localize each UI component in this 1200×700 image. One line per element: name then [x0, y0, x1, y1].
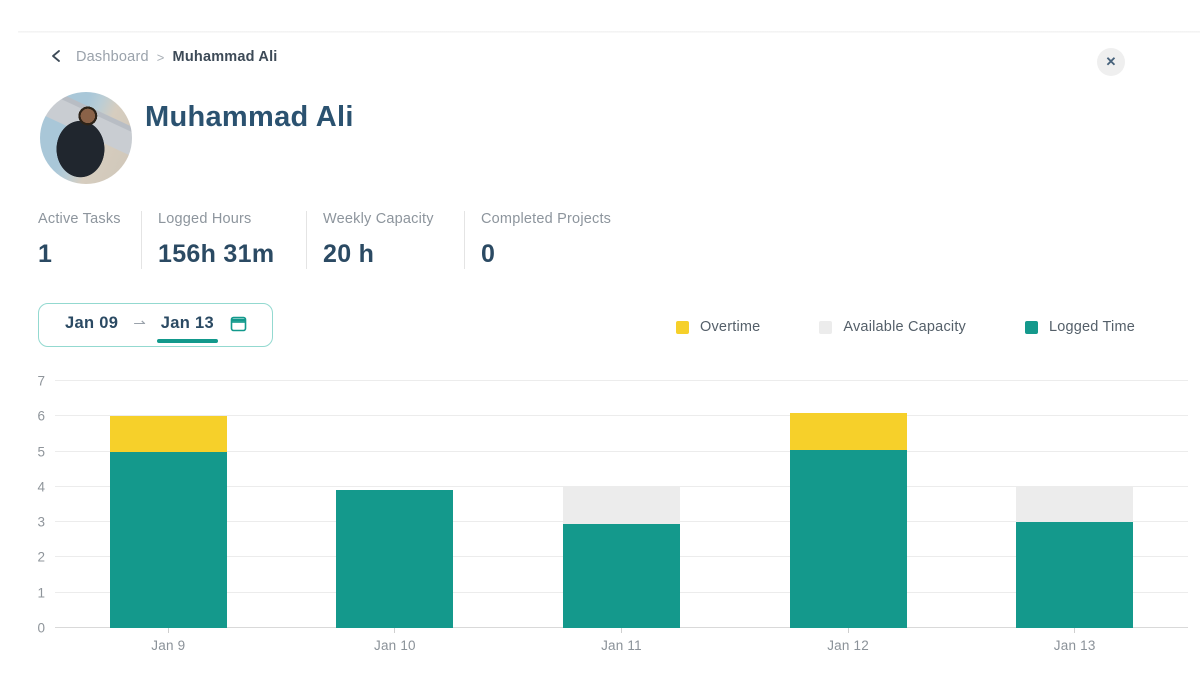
chart-x-axis: Jan 9 Jan 10 Jan 11 Jan 12 Jan 13: [55, 628, 1188, 653]
bar-segment-overtime: [789, 412, 907, 450]
stat-completed-projects: Completed Projects 0: [464, 211, 627, 269]
x-axis-tick: [620, 628, 622, 633]
bar-segment-logged-time: [109, 451, 227, 628]
stat-active-tasks: Active Tasks 1: [38, 211, 141, 269]
bar-column: [55, 381, 282, 628]
gridline: [55, 415, 1188, 417]
chart-grid: 0 1 2 3 4 5 6 7: [37, 374, 1188, 636]
close-button[interactable]: ✕: [1097, 48, 1125, 76]
x-axis-label-col: Jan 13: [961, 628, 1188, 653]
x-axis-label-col: Jan 10: [282, 628, 509, 653]
logged-time-swatch: [1024, 320, 1038, 334]
bar-stack-jan-11: [562, 381, 680, 628]
y-tick-label: 7: [37, 373, 45, 389]
x-tick-label: Jan 13: [1053, 638, 1096, 653]
y-tick-label: 6: [37, 408, 45, 424]
stat-weekly-capacity: Weekly Capacity 20 h: [306, 211, 464, 269]
bar-column: [282, 381, 509, 628]
end-date-button[interactable]: Jan 13: [156, 312, 219, 343]
legend-label: Logged Time: [1048, 319, 1135, 335]
stat-label: Active Tasks: [38, 211, 121, 227]
y-tick-label: 0: [37, 620, 45, 636]
x-axis-label-col: Jan 11: [508, 628, 735, 653]
chevron-left-icon: [50, 49, 63, 66]
x-tick-label: Jan 12: [827, 638, 869, 653]
legend-item-available-capacity: Available Capacity: [819, 319, 966, 335]
gridline: [55, 450, 1188, 452]
avatar: [40, 92, 132, 184]
y-tick-label: 2: [37, 549, 45, 565]
breadcrumb-current-page: Muhammad Ali: [172, 49, 278, 65]
bar-segment-logged-time: [789, 449, 907, 628]
breadcrumb-trail: Dashboard > Muhammad Ali: [76, 49, 278, 65]
y-tick-label: 4: [37, 479, 45, 495]
top-divider: [18, 31, 1200, 33]
bar-segment-available-capacity: [1016, 486, 1134, 523]
stats-row: Active Tasks 1 Logged Hours 156h 31m Wee…: [38, 211, 627, 269]
stat-label: Weekly Capacity: [323, 211, 434, 227]
bar-segment-logged-time: [562, 523, 680, 628]
stat-value: 1: [38, 240, 53, 268]
bar-segment-logged-time: [336, 490, 454, 628]
arrow-right-icon: ⇀: [133, 315, 146, 332]
bar-stack-jan-10: [336, 381, 454, 628]
x-axis-tick: [394, 628, 396, 633]
legend-item-overtime: Overtime: [676, 319, 760, 335]
page-title: Muhammad Ali: [145, 101, 354, 133]
x-axis-tick: [167, 628, 169, 633]
legend-label: Overtime: [700, 319, 761, 335]
bar-segment-logged-time: [1016, 522, 1134, 628]
x-axis-tick: [847, 628, 849, 633]
chart-legend: Overtime Available Capacity Logged Time: [676, 319, 1135, 335]
start-date-button[interactable]: Jan 09: [63, 312, 120, 339]
breadcrumb: Dashboard > Muhammad Ali: [46, 47, 278, 67]
bar-segment-available-capacity: [562, 486, 680, 524]
y-tick-label: 3: [37, 514, 45, 530]
bar-column: [735, 381, 962, 628]
back-button[interactable]: [46, 47, 66, 67]
close-icon: ✕: [1105, 54, 1117, 69]
x-axis-label-col: Jan 9: [55, 628, 282, 653]
overtime-swatch: [676, 320, 689, 334]
stat-label: Logged Hours: [158, 211, 252, 227]
y-tick-label: 5: [37, 444, 45, 460]
stat-label: Completed Projects: [481, 211, 612, 227]
date-range-picker[interactable]: Jan 09 ⇀ Jan 13: [38, 303, 273, 347]
bar-stack-jan-9: [109, 381, 227, 628]
breadcrumb-dashboard-link[interactable]: Dashboard: [76, 49, 149, 65]
x-tick-label: Jan 9: [151, 638, 186, 653]
x-tick-label: Jan 11: [601, 638, 642, 653]
gridline: [55, 485, 1188, 487]
breadcrumb-separator: >: [156, 49, 165, 65]
legend-item-logged-time: Logged Time: [1024, 319, 1135, 335]
gridline: [55, 380, 1188, 381]
stat-value: 156h 31m: [158, 240, 275, 268]
x-axis-tick: [1074, 628, 1076, 633]
stat-logged-hours: Logged Hours 156h 31m: [141, 211, 306, 269]
y-tick-label: 1: [37, 585, 45, 601]
bar-stack-jan-12: [789, 381, 907, 628]
chart-bars: [55, 381, 1188, 628]
x-tick-label: Jan 10: [374, 638, 416, 653]
x-axis-label-col: Jan 12: [735, 628, 962, 653]
bar-column: [961, 381, 1188, 628]
stat-value: 20 h: [323, 240, 375, 268]
stat-value: 0: [481, 240, 496, 268]
legend-label: Available Capacity: [843, 319, 966, 335]
bar-column: [508, 381, 735, 628]
calendar-icon[interactable]: [229, 314, 248, 333]
bar-segment-overtime: [109, 416, 227, 452]
available-capacity-swatch: [819, 320, 833, 334]
bar-stack-jan-13: [1016, 381, 1134, 628]
